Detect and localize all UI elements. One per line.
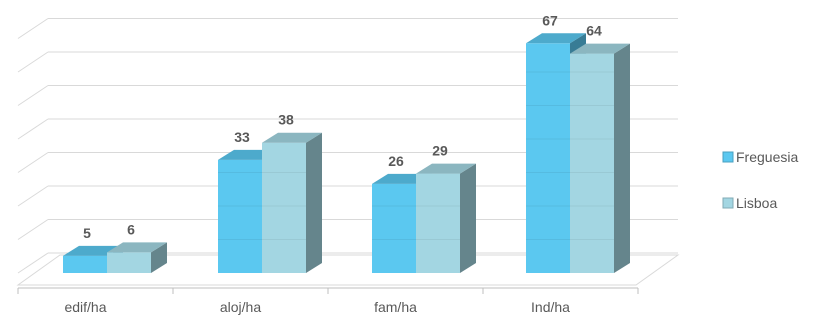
data-label: 33 — [234, 129, 250, 145]
legend-label: Lisboa — [736, 195, 777, 211]
bar-side-face — [460, 163, 476, 273]
gridline-side — [17, 85, 49, 106]
legend-swatch — [722, 151, 734, 163]
gridline-side — [17, 152, 49, 173]
bar-top-face — [107, 242, 167, 253]
bar-front-face — [63, 255, 107, 273]
gridline-side — [17, 51, 49, 73]
gridline-side — [17, 252, 49, 274]
data-label: 29 — [432, 143, 448, 159]
gridline-side — [17, 118, 49, 140]
bar-side-face — [614, 43, 630, 274]
bar-front-face — [262, 142, 306, 273]
bar-front-face — [372, 183, 416, 273]
bar-top-face — [416, 163, 476, 174]
bar-front-face — [526, 43, 570, 274]
legend: Freguesia Lisboa — [722, 149, 798, 211]
bar-front-face — [107, 252, 151, 273]
gridline-side — [17, 18, 49, 39]
bar-side-face — [306, 132, 322, 273]
bar-lisboa-fam-ha — [416, 163, 476, 273]
bar-top-face — [262, 132, 322, 143]
bar-top-face — [570, 43, 630, 54]
bar-lisboa-aloj-ha — [262, 132, 322, 273]
data-label: 38 — [278, 112, 294, 128]
bar-side-face — [151, 242, 167, 273]
data-labels: 5 6 33 38 26 29 67 64 — [83, 12, 602, 241]
data-label: 5 — [83, 225, 91, 241]
x-tick-label: aloj/ha — [220, 299, 261, 315]
bar-front-face — [218, 159, 262, 273]
floor-plane — [16, 254, 680, 286]
x-tick-label: Ind/ha — [531, 299, 570, 315]
gridline-side — [17, 185, 49, 207]
bar-series-group — [63, 33, 630, 274]
bar-lisboa-Ind-ha — [570, 43, 630, 274]
legend-swatch — [722, 197, 734, 209]
gridline-side — [17, 219, 49, 240]
x-tick-label: fam/ha — [374, 299, 417, 315]
data-label: 26 — [388, 153, 404, 169]
data-label: 64 — [586, 23, 602, 39]
chart-floor — [16, 254, 680, 286]
x-axis: edif/ha aloj/ha fam/ha Ind/ha — [17, 287, 639, 315]
bar-lisboa-edif-ha — [107, 242, 167, 273]
data-label: 6 — [127, 221, 135, 237]
bar-front-face — [570, 53, 614, 274]
legend-label: Freguesia — [736, 149, 798, 165]
data-label: 67 — [542, 12, 558, 28]
bar-front-face — [416, 173, 460, 273]
bar-top-face — [526, 33, 586, 44]
x-tick-label: edif/ha — [64, 299, 106, 315]
